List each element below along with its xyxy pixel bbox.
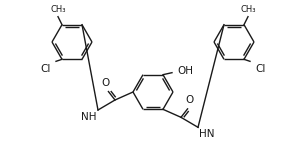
Text: NH: NH <box>81 112 97 122</box>
Text: OH: OH <box>177 66 193 76</box>
Text: HN: HN <box>199 129 215 139</box>
Text: O: O <box>186 95 194 105</box>
Text: O: O <box>102 78 110 88</box>
Text: Cl: Cl <box>255 64 265 74</box>
Text: Cl: Cl <box>41 64 51 74</box>
Text: CH₃: CH₃ <box>50 5 66 14</box>
Text: CH₃: CH₃ <box>240 5 256 14</box>
